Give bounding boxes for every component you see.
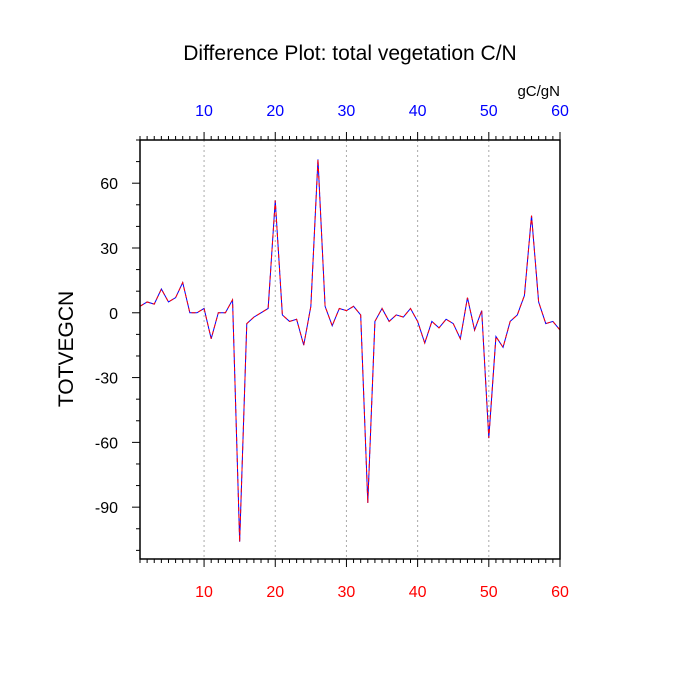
data-point (317, 159, 318, 160)
y-axis-label: TOTVEGCN (55, 291, 78, 407)
data-point (474, 329, 475, 330)
data-point (296, 319, 297, 320)
x-tick-label-bottom: 10 (195, 584, 213, 601)
y-tick-label: -30 (95, 371, 118, 388)
x-tick-label-top: 20 (266, 103, 284, 120)
data-point (453, 323, 454, 324)
grid-lines (203, 140, 490, 559)
y-tick-label: 0 (109, 306, 118, 323)
x-tick-label-top: 50 (480, 103, 498, 120)
data-point (253, 317, 254, 318)
data-point (467, 297, 468, 298)
data-point (353, 306, 354, 307)
x-tick-label-bottom: 60 (551, 584, 569, 601)
y-tick-label: 60 (100, 176, 118, 193)
data-point (196, 312, 197, 313)
y-tick-label: 30 (100, 241, 118, 258)
data-point (517, 314, 518, 315)
data-point (232, 299, 233, 300)
data-point (510, 321, 511, 322)
data-point (488, 437, 489, 438)
data-point (381, 308, 382, 309)
data-point (403, 317, 404, 318)
data-point (431, 321, 432, 322)
data-point (438, 327, 439, 328)
data-point (346, 310, 347, 311)
data-point (524, 295, 525, 296)
x-tick-label-top: 30 (338, 103, 356, 120)
data-point (538, 301, 539, 302)
data-point (360, 314, 361, 315)
data-point (324, 306, 325, 307)
data-point (168, 301, 169, 302)
data-point (182, 282, 183, 283)
data-point (417, 321, 418, 322)
data-point (154, 304, 155, 305)
series-line-2 (139, 159, 561, 542)
data-point (282, 314, 283, 315)
data-point (203, 308, 204, 309)
data-point (424, 342, 425, 343)
data-point (218, 312, 219, 313)
chart-title: Difference Plot: total vegetation C/N (183, 42, 516, 65)
x-tick-label-bottom: 20 (266, 584, 284, 601)
data-point (389, 321, 390, 322)
data-point (339, 308, 340, 309)
data-point (332, 325, 333, 326)
data-point (268, 308, 269, 309)
units-label: gC/gN (517, 83, 560, 100)
data-point (225, 312, 226, 313)
data-point (495, 336, 496, 337)
data-point (289, 321, 290, 322)
data-point (545, 323, 546, 324)
x-tick-label-top: 40 (409, 103, 427, 120)
plot-frame (139, 139, 561, 560)
data-point (460, 338, 461, 339)
data-point (481, 310, 482, 311)
data-point (260, 312, 261, 313)
x-tick-label-top: 60 (551, 103, 569, 120)
tick-labels: 10 10 20 20 30 30 40 40 50 50 60 60 -90 -60 -30 0 30 60 (95, 103, 569, 601)
data-point (303, 345, 304, 346)
data-point (161, 288, 162, 289)
data-point (211, 338, 212, 339)
x-tick-label-bottom: 50 (480, 584, 498, 601)
data-point (275, 200, 276, 201)
data-point (446, 319, 447, 320)
x-tick-label-bottom: 30 (338, 584, 356, 601)
data-point (189, 312, 190, 313)
data-point (552, 321, 553, 322)
data-point (175, 297, 176, 298)
data-point (310, 306, 311, 307)
data-point (396, 314, 397, 315)
data-point (147, 301, 148, 302)
data-point (410, 308, 411, 309)
y-tick-label: -90 (95, 500, 118, 517)
series-lines (139, 159, 561, 542)
data-point (531, 215, 532, 216)
data-point (239, 541, 240, 542)
data-point (246, 323, 247, 324)
y-tick-label: -60 (95, 435, 118, 452)
data-point (367, 502, 368, 503)
series-line-1 (139, 159, 561, 542)
x-tick-label-top: 10 (195, 103, 213, 120)
data-point (502, 347, 503, 348)
x-tick-label-bottom: 40 (409, 584, 427, 601)
data-point (374, 321, 375, 322)
